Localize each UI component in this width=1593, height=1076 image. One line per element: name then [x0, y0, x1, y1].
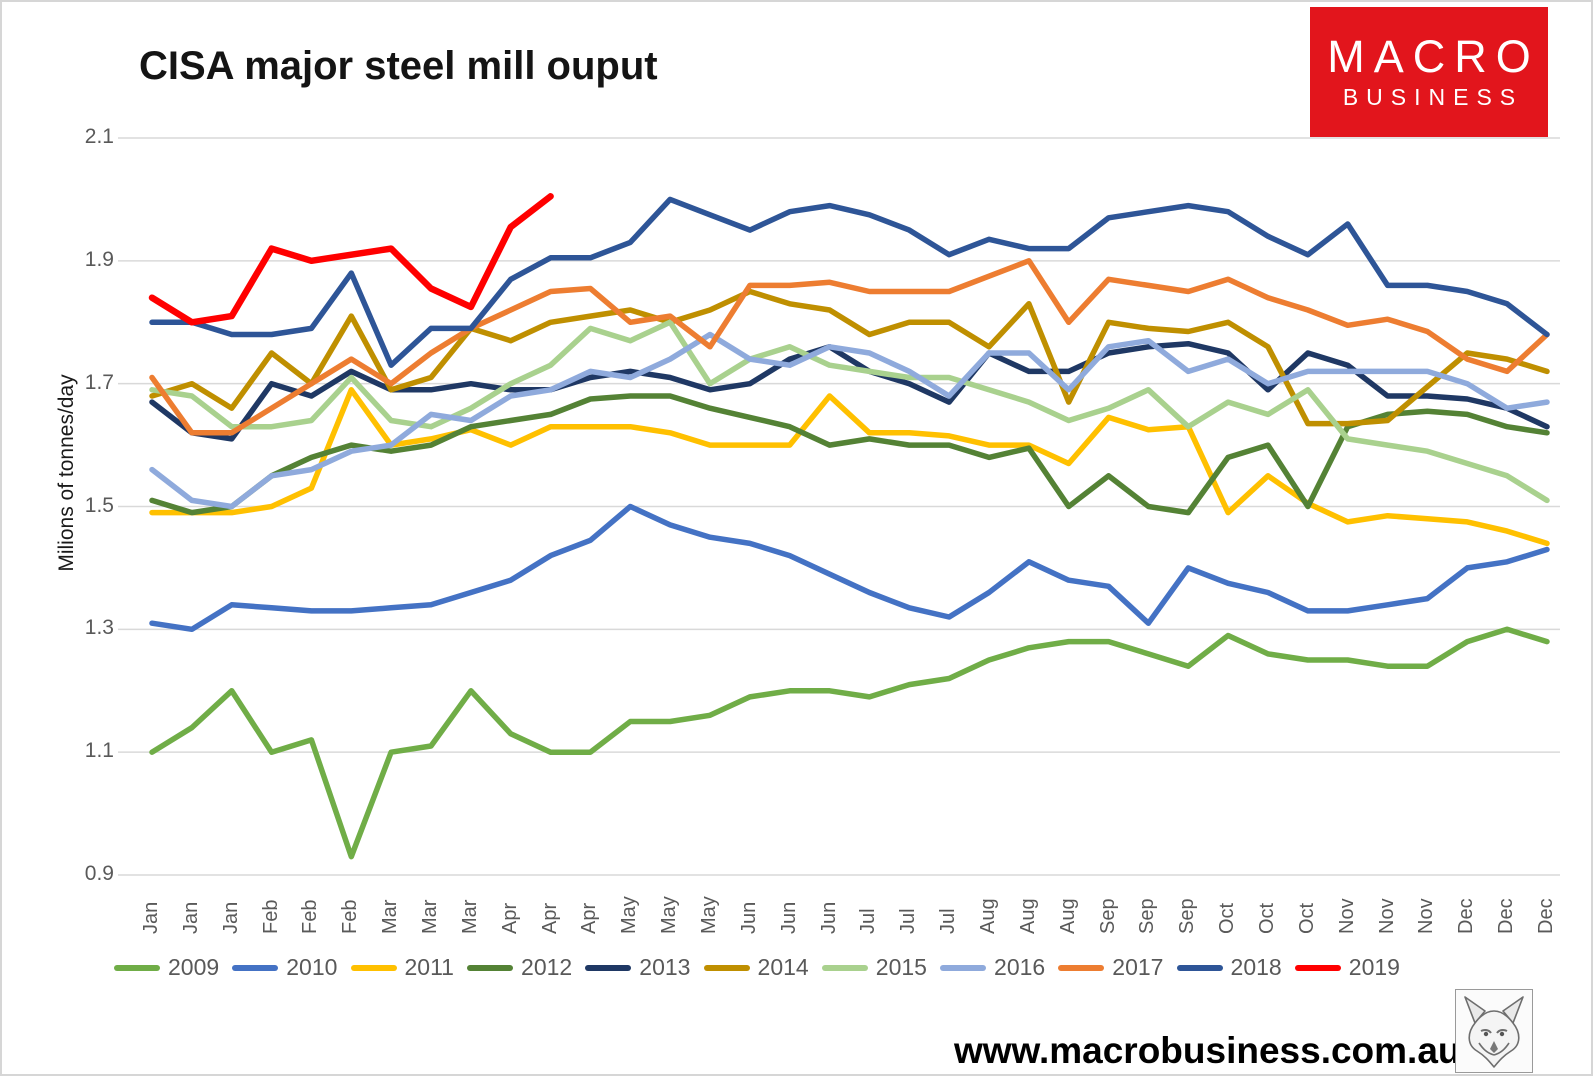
legend-swatch-2018: [1176, 964, 1223, 971]
x-tick-label-26-Sep: Sep: [1176, 898, 1199, 934]
legend-item-2009: 2009: [114, 954, 219, 981]
x-tick-label-5-Feb: Feb: [339, 899, 362, 934]
x-tick-label-32-Nov: Nov: [1415, 898, 1438, 934]
x-tick-label-31-Nov: Nov: [1375, 898, 1398, 934]
fox-sketch-icon: [1464, 996, 1524, 1068]
x-tick-label-11-Apr: Apr: [578, 902, 601, 934]
x-tick-label-1-Jan: Jan: [179, 901, 202, 934]
x-tick-label-14-May: May: [698, 896, 720, 934]
x-tick-label-35-Dec: Dec: [1535, 898, 1557, 934]
x-tick-label-16-Jun: Jun: [777, 901, 800, 934]
legend-swatch-2009: [114, 964, 160, 971]
x-tick-label-17-Jun: Jun: [817, 901, 840, 934]
x-tick-label-19-Jul: Jul: [897, 908, 920, 934]
legend-swatch-2015: [821, 964, 868, 971]
x-tick-label-25-Sep: Sep: [1136, 898, 1159, 934]
x-tick-label-20-Jul: Jul: [937, 908, 960, 934]
y-tick-label-1.9: 1.9: [84, 247, 114, 271]
legend-item-2011: 2011: [350, 954, 454, 981]
legend-item-2015: 2015: [821, 954, 927, 981]
x-tick-label-15-Jun: Jun: [737, 901, 760, 934]
series-line-2010: [149, 503, 1550, 633]
x-tick-label-28-Oct: Oct: [1256, 902, 1278, 934]
x-tick-label-23-Aug: Aug: [1056, 898, 1079, 934]
x-tick-label-6-Mar: Mar: [379, 899, 402, 934]
legend-label-2011: 2011: [404, 954, 454, 980]
x-tick-label-29-Oct: Oct: [1295, 902, 1318, 934]
legend-label-2012: 2012: [521, 954, 573, 980]
x-tick-label-2-Jan: Jan: [219, 901, 242, 934]
legend-swatch-2010: [232, 964, 279, 971]
x-tick-label-8-Mar: Mar: [458, 899, 481, 934]
series-line-2015: [149, 319, 1550, 504]
x-tick-label-13-May: May: [658, 896, 681, 934]
logo-line1: MACRO: [1327, 30, 1540, 82]
series-line-2013: [149, 340, 1550, 442]
legend-swatch-2013: [585, 964, 632, 971]
x-tick-label-24-Sep: Sep: [1096, 898, 1119, 934]
series-line-2016: [149, 331, 1550, 510]
x-tick-label-30-Nov: Nov: [1335, 898, 1358, 934]
y-tick-label-0.9: 0.9: [84, 862, 114, 885]
legend-item-2019: 2019: [1294, 954, 1400, 981]
y-tick-label-1.3: 1.3: [84, 616, 114, 640]
fox-logo: [1455, 989, 1533, 1073]
x-tick-label-34-Dec: Dec: [1495, 898, 1518, 934]
x-tick-label-0-Jan: Jan: [140, 901, 162, 934]
legend-label-2016: 2016: [994, 954, 1046, 980]
x-tick-label-33-Dec: Dec: [1455, 898, 1478, 934]
legend-label-2009: 2009: [168, 954, 220, 980]
y-tick-label-1.7: 1.7: [84, 370, 114, 394]
legend-label-2018: 2018: [1230, 954, 1282, 980]
legend-label-2019: 2019: [1348, 954, 1400, 980]
website-url[interactable]: www.macrobusiness.com.au: [954, 1030, 1461, 1071]
x-tick-label-22-Aug: Aug: [1016, 898, 1039, 934]
logo-line2: BUSINESS: [1342, 84, 1524, 111]
legend-item-2018: 2018: [1176, 954, 1282, 981]
x-tick-label-18-Jul: Jul: [857, 908, 880, 934]
y-tick-label-1.1: 1.1: [84, 739, 114, 763]
legend-swatch-2012: [467, 964, 514, 971]
legend-label-2014: 2014: [757, 954, 809, 980]
legend-label-2013: 2013: [639, 954, 691, 980]
legend-item-2012: 2012: [467, 954, 572, 981]
series-line-2009: [149, 626, 1550, 860]
series-line-2012: [149, 393, 1550, 516]
series-line-2019: [148, 193, 554, 326]
series-line-2018: [149, 196, 1550, 368]
x-tick-label-7-Mar: Mar: [419, 899, 441, 934]
legend-item-2017: 2017: [1058, 954, 1163, 981]
macrobusiness-logo: MACRO BUSINESS: [1310, 7, 1548, 137]
page-title: CISA major steel mill ouput: [139, 44, 658, 88]
legend-swatch-2017: [1058, 964, 1105, 971]
legend-item-2016: 2016: [940, 954, 1045, 981]
legend-swatch-2019: [1294, 964, 1341, 971]
legend-label-2015: 2015: [875, 954, 927, 980]
series-line-2017: [149, 258, 1550, 436]
x-tick-label-27-Oct: Oct: [1216, 902, 1239, 934]
legend-swatch-2014: [703, 964, 750, 971]
legend-item-2010: 2010: [232, 954, 337, 981]
legend-item-2014: 2014: [703, 954, 809, 981]
legend-item-2013: 2013: [585, 954, 690, 981]
x-tick-label-3-Feb: Feb: [259, 899, 282, 934]
x-tick-label-9-Apr: Apr: [498, 902, 521, 934]
legend-label-2010: 2010: [286, 954, 338, 980]
x-tick-label-12-May: May: [618, 896, 641, 934]
legend-label-2017: 2017: [1112, 954, 1164, 980]
x-tick-label-10-Apr: Apr: [538, 902, 561, 934]
legend-swatch-2016: [940, 964, 987, 971]
legend-swatch-2011: [350, 964, 397, 971]
series-line-2011: [149, 387, 1550, 547]
x-tick-label-21-Aug: Aug: [977, 898, 999, 934]
x-tick-label-4-Feb: Feb: [299, 899, 322, 934]
y-tick-label-1.5: 1.5: [84, 493, 114, 517]
y-tick-label-2.1: 2.1: [84, 125, 114, 148]
chart-legend: 2009 2010 2011 2012 2013 2014 2015 2016 2017 2018…: [114, 954, 1400, 981]
